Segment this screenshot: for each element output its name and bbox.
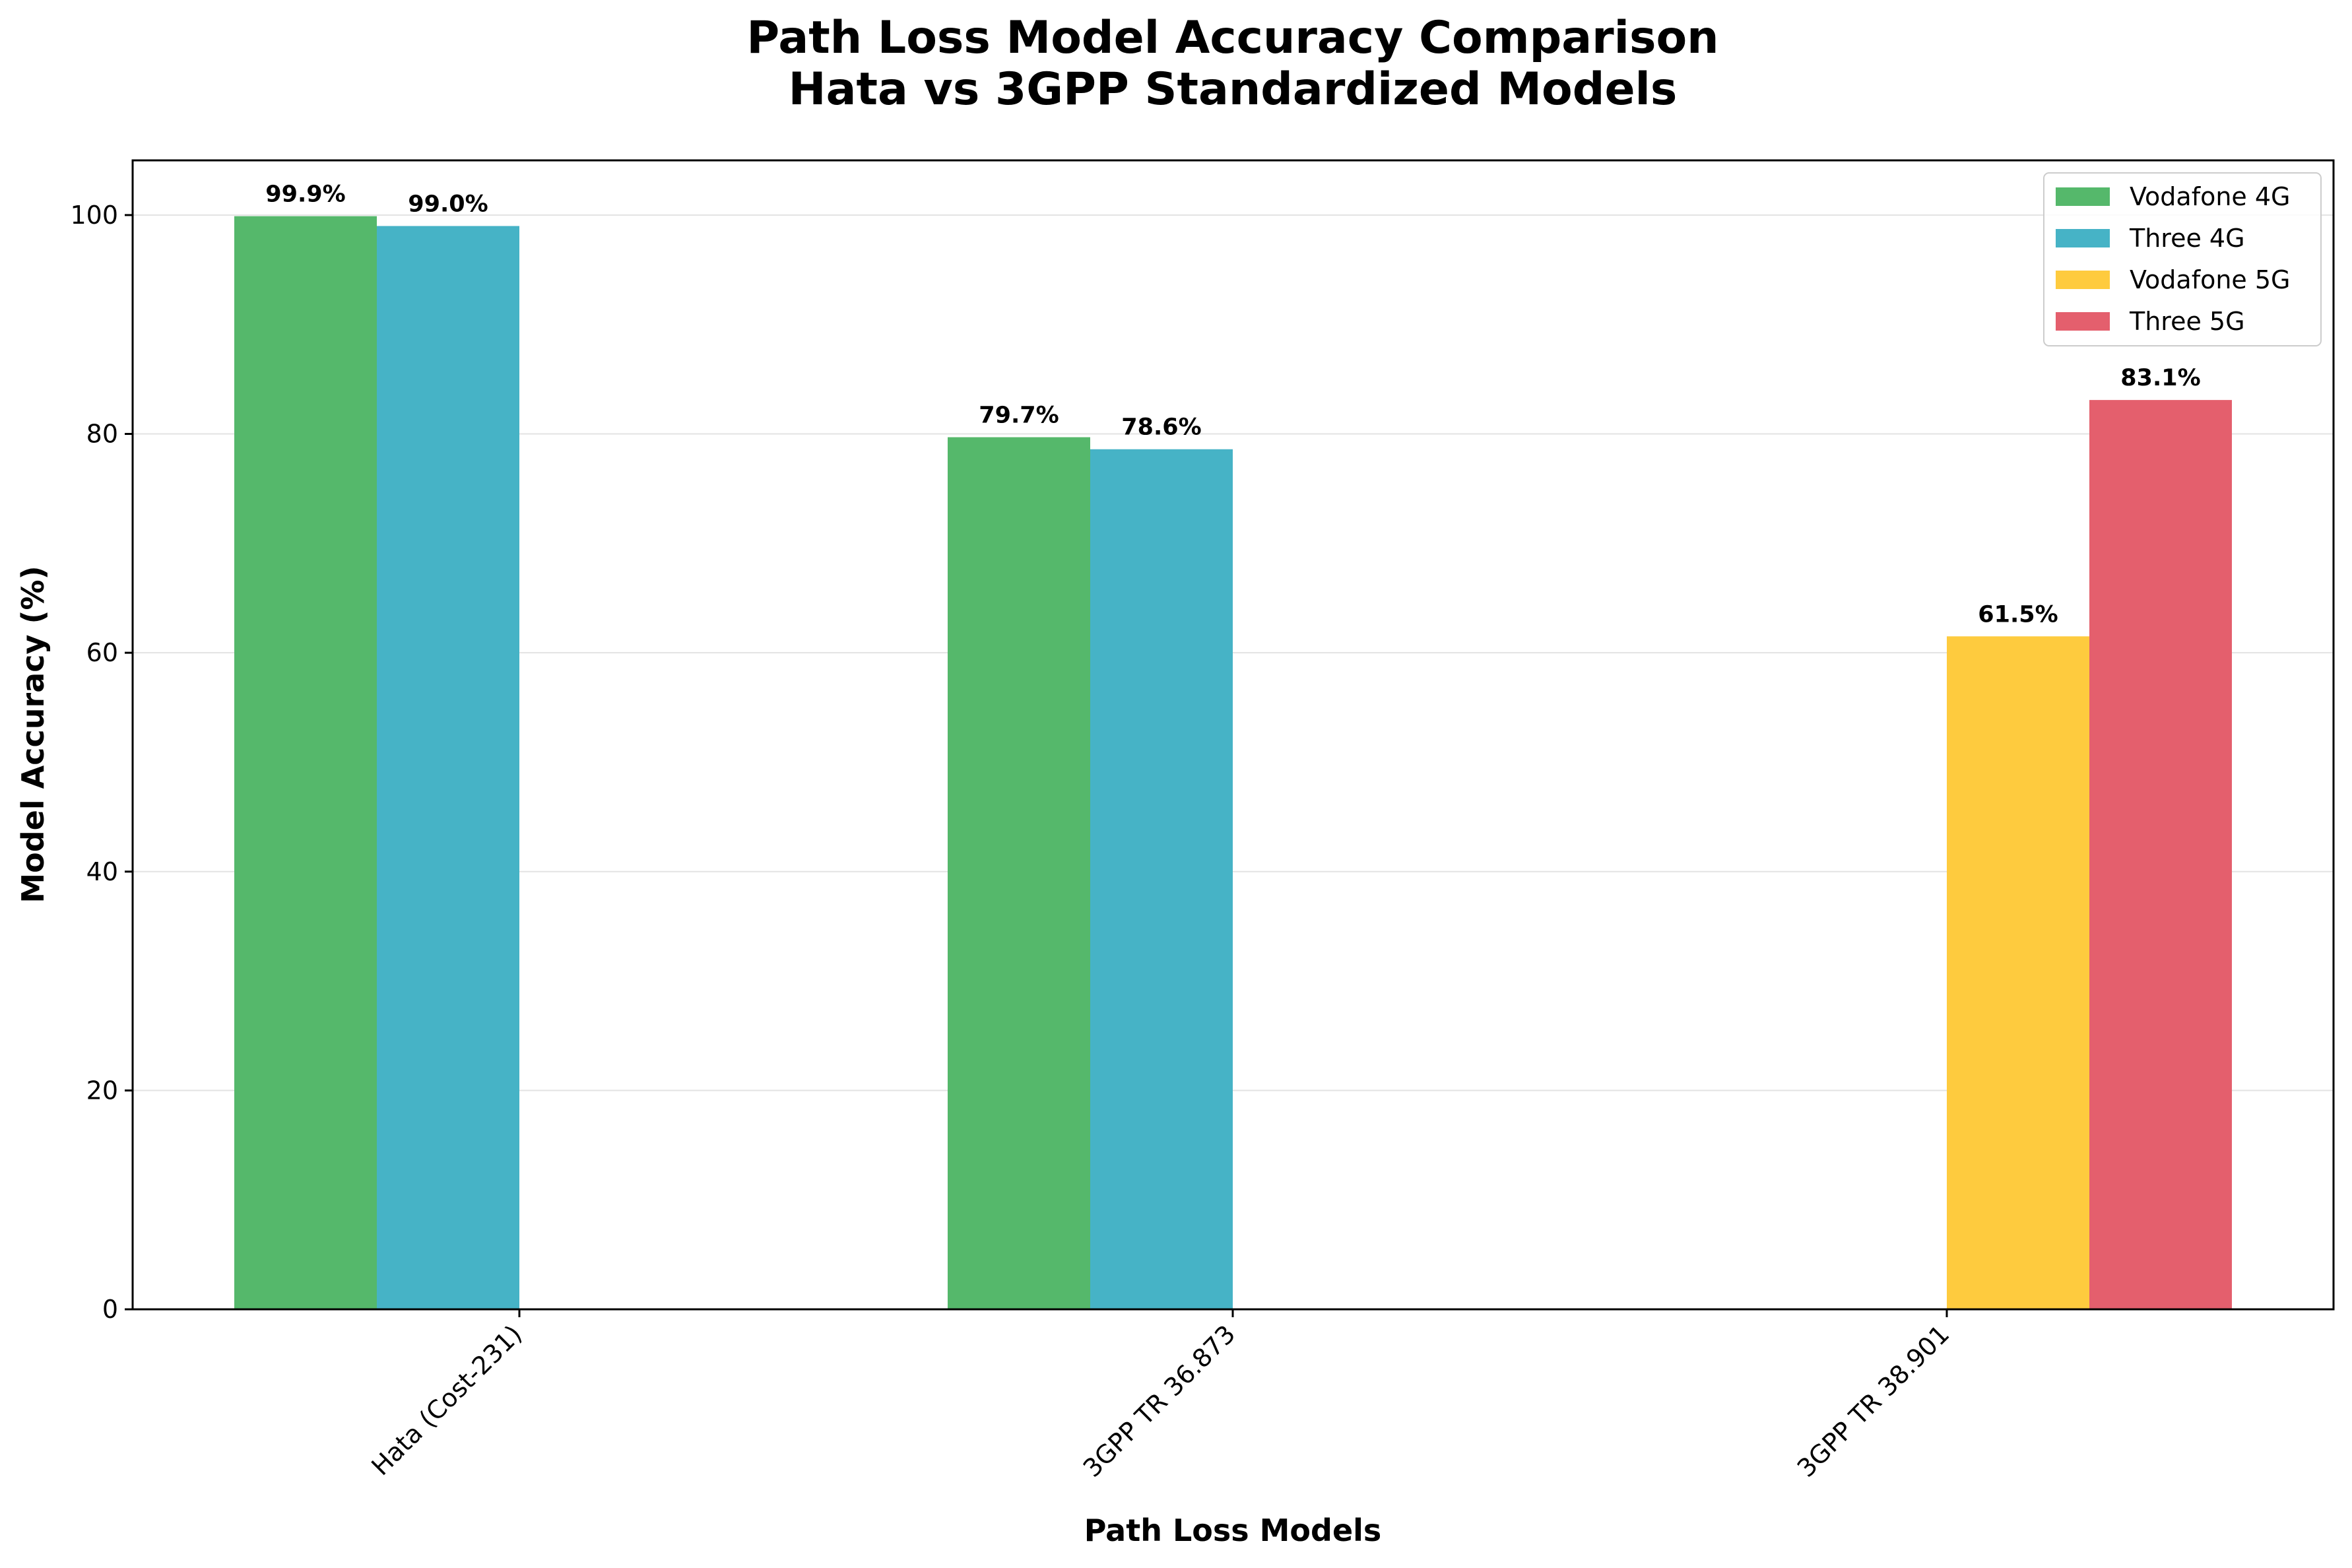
y-axis: 0 20 40 60 80 100 [70,201,133,1324]
legend: Vodafone 4G Three 4G Vodafone 5G Three 5G [2043,172,2322,346]
bar [377,226,519,1309]
legend-label: Vodafone 5G [2130,265,2291,294]
legend-frame [2043,172,2322,346]
legend-swatch [2056,312,2110,331]
x-axis-title: Path Loss Models [1084,1513,1382,1548]
chart-title: Path Loss Model Accuracy Comparison [746,12,1718,64]
bar [1090,449,1233,1310]
bar [2089,400,2232,1310]
y-tick-label: 80 [86,420,118,449]
x-tick-label: 3GPP TR 38.901 [1792,1319,1955,1483]
legend-swatch [2056,187,2110,206]
y-tick-label: 20 [86,1076,118,1105]
data-label: 99.0% [408,191,488,217]
legend-label: Three 5G [2129,307,2245,336]
bars [234,216,2232,1310]
y-tick-label: 0 [102,1295,118,1324]
legend-label: Vodafone 4G [2130,182,2291,211]
data-label: 83.1% [2120,365,2200,391]
data-label: 78.6% [1121,414,1201,441]
data-labels: 99.9% 79.7% 99.0% 78.6% 61.5% 83.1% [265,181,2200,628]
y-tick-label: 100 [70,201,118,230]
x-axis: Hata (Cost-231) 3GPP TR 36.873 3GPP TR 38.… [366,1309,1955,1483]
bar [234,216,377,1309]
legend-swatch [2056,229,2110,247]
legend-swatch [2056,271,2110,289]
x-tick-label: Hata (Cost-231) [366,1319,527,1481]
y-tick-label: 40 [86,857,118,886]
data-label: 79.7% [979,402,1059,428]
y-axis-title: Model Accuracy (%) [15,566,51,903]
chart-subtitle: Hata vs 3GPP Standardized Models [789,63,1678,115]
data-label: 61.5% [1978,601,2058,628]
x-tick-label: 3GPP TR 36.873 [1078,1319,1241,1483]
bar [1947,636,2089,1309]
legend-label: Three 4G [2129,224,2245,253]
data-label: 99.9% [265,181,345,208]
y-tick-label: 60 [86,638,118,667]
bar [948,437,1090,1310]
